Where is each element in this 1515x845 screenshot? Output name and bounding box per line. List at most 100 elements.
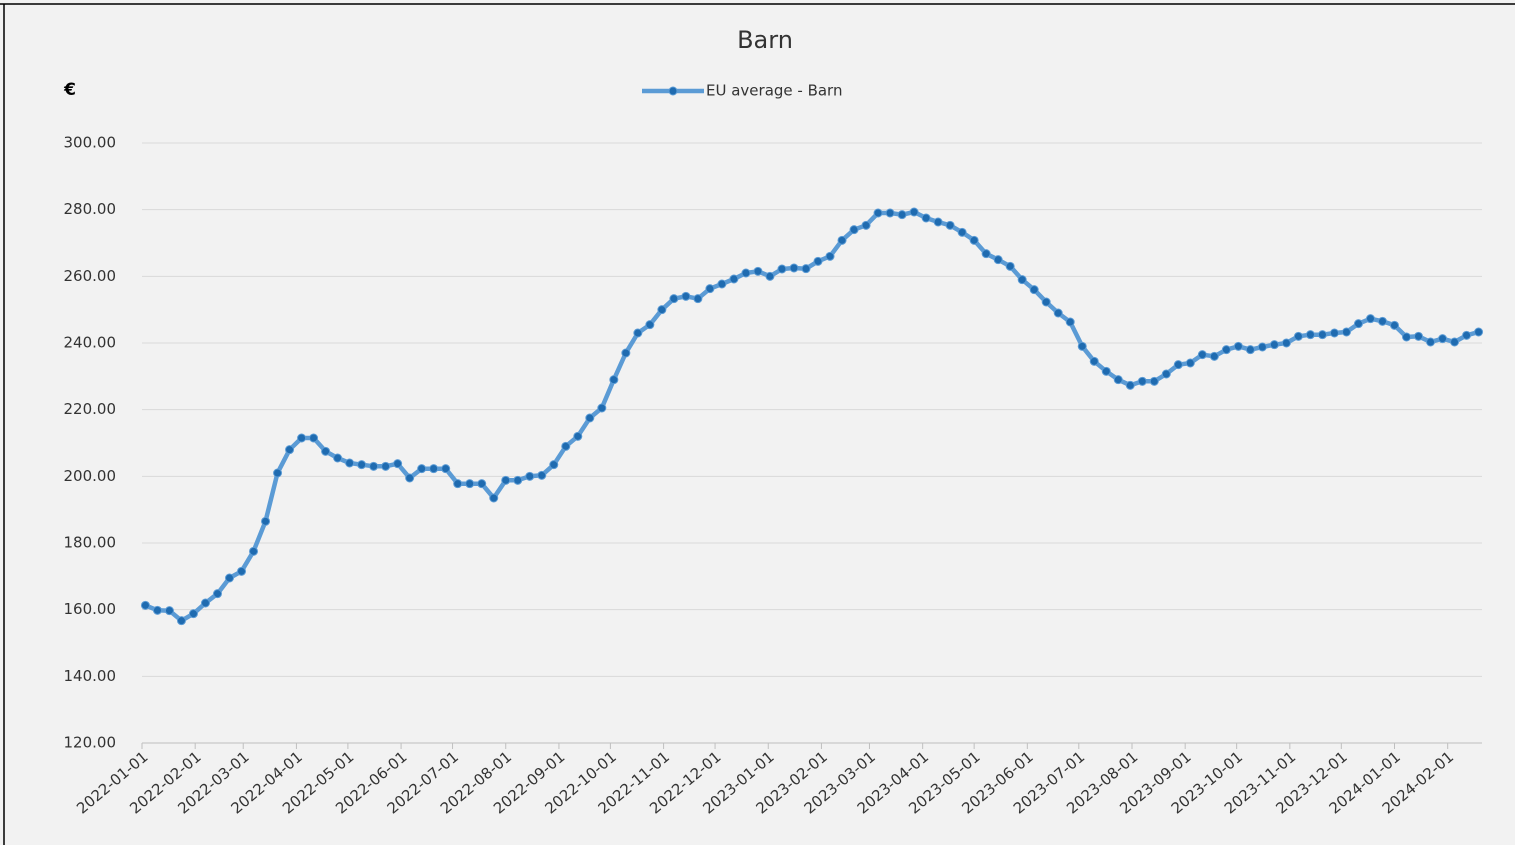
data-point: [1077, 341, 1087, 351]
data-point: [345, 458, 355, 468]
data-point: [1305, 330, 1315, 340]
data-point: [1101, 366, 1111, 376]
data-point: [1233, 341, 1243, 351]
data-point: [285, 445, 295, 455]
legend-label: EU average - Barn: [706, 82, 842, 100]
data-point: [897, 210, 907, 220]
legend-marker: [668, 86, 678, 96]
data-point: [321, 446, 331, 456]
data-point: [693, 294, 703, 304]
data-point: [1197, 350, 1207, 360]
data-point: [669, 294, 679, 304]
data-point: [561, 441, 571, 451]
data-point: [777, 264, 787, 274]
data-point: [297, 433, 307, 443]
data-point: [741, 268, 751, 278]
y-tick-label: 260.00: [64, 267, 117, 285]
data-point: [369, 461, 379, 471]
data-point: [537, 470, 547, 480]
data-point: [441, 464, 451, 474]
data-point: [453, 479, 463, 489]
data-point: [357, 460, 367, 470]
data-point: [1317, 330, 1327, 340]
data-point: [969, 235, 979, 245]
data-point: [188, 609, 198, 619]
y-tick-label: 300.00: [64, 134, 117, 152]
data-point: [1402, 332, 1412, 342]
data-point: [417, 464, 427, 474]
data-point: [513, 475, 523, 485]
data-point: [405, 473, 415, 483]
data-point: [585, 413, 595, 423]
data-point: [1462, 330, 1472, 340]
data-point: [1281, 338, 1291, 348]
data-point: [1209, 351, 1219, 361]
data-point: [801, 264, 811, 274]
data-point: [1341, 327, 1351, 337]
data-point: [645, 320, 655, 330]
data-point: [333, 453, 343, 463]
data-point: [1353, 319, 1363, 329]
data-point: [225, 573, 235, 583]
data-point: [1426, 337, 1436, 347]
data-point: [1161, 369, 1171, 379]
data-point: [1221, 345, 1231, 355]
data-point: [1089, 356, 1099, 366]
data-point: [465, 479, 475, 489]
y-axis-label: €: [63, 80, 76, 100]
data-point: [609, 375, 619, 385]
data-point: [176, 616, 186, 626]
data-point: [164, 606, 174, 616]
data-point: [621, 348, 631, 358]
data-point: [200, 598, 210, 608]
data-point: [1053, 308, 1063, 318]
data-point: [1329, 328, 1339, 338]
data-point: [573, 431, 583, 441]
data-point: [753, 266, 763, 276]
data-point: [1185, 358, 1195, 368]
y-tick-label: 240.00: [64, 334, 117, 352]
data-point: [957, 227, 967, 237]
data-point: [909, 207, 919, 217]
data-point: [945, 220, 955, 230]
data-point: [1173, 360, 1183, 370]
y-tick-label: 280.00: [64, 200, 117, 218]
series-line: [144, 209, 1480, 623]
data-point: [933, 217, 943, 227]
data-point: [1438, 334, 1448, 344]
data-point: [489, 493, 499, 503]
data-point: [1389, 320, 1399, 330]
data-point: [249, 546, 259, 556]
data-point: [1474, 327, 1484, 337]
data-point: [273, 468, 283, 478]
data-point: [1365, 314, 1375, 324]
data-point: [140, 600, 150, 610]
data-point: [309, 433, 319, 443]
data-point: [1137, 376, 1147, 386]
data-point: [633, 328, 643, 338]
y-tick-label: 120.00: [64, 734, 117, 752]
data-point: [1257, 342, 1267, 352]
data-point: [597, 403, 607, 413]
data-point: [921, 213, 931, 223]
data-point: [152, 605, 162, 615]
y-tick-label: 160.00: [64, 600, 117, 618]
y-tick-label: 140.00: [64, 667, 117, 685]
data-point: [1041, 297, 1051, 307]
data-point: [1414, 331, 1424, 341]
data-point: [237, 566, 247, 576]
data-point: [729, 274, 739, 284]
data-point: [765, 271, 775, 281]
data-point: [212, 589, 222, 599]
data-point: [1029, 285, 1039, 295]
data-point: [1269, 340, 1279, 350]
data-point: [381, 461, 391, 471]
data-point: [1125, 380, 1135, 390]
data-point: [477, 479, 487, 489]
data-point: [657, 305, 667, 315]
y-tick-label: 220.00: [64, 400, 117, 418]
y-tick-label: 180.00: [64, 534, 117, 552]
data-point: [1005, 261, 1015, 271]
